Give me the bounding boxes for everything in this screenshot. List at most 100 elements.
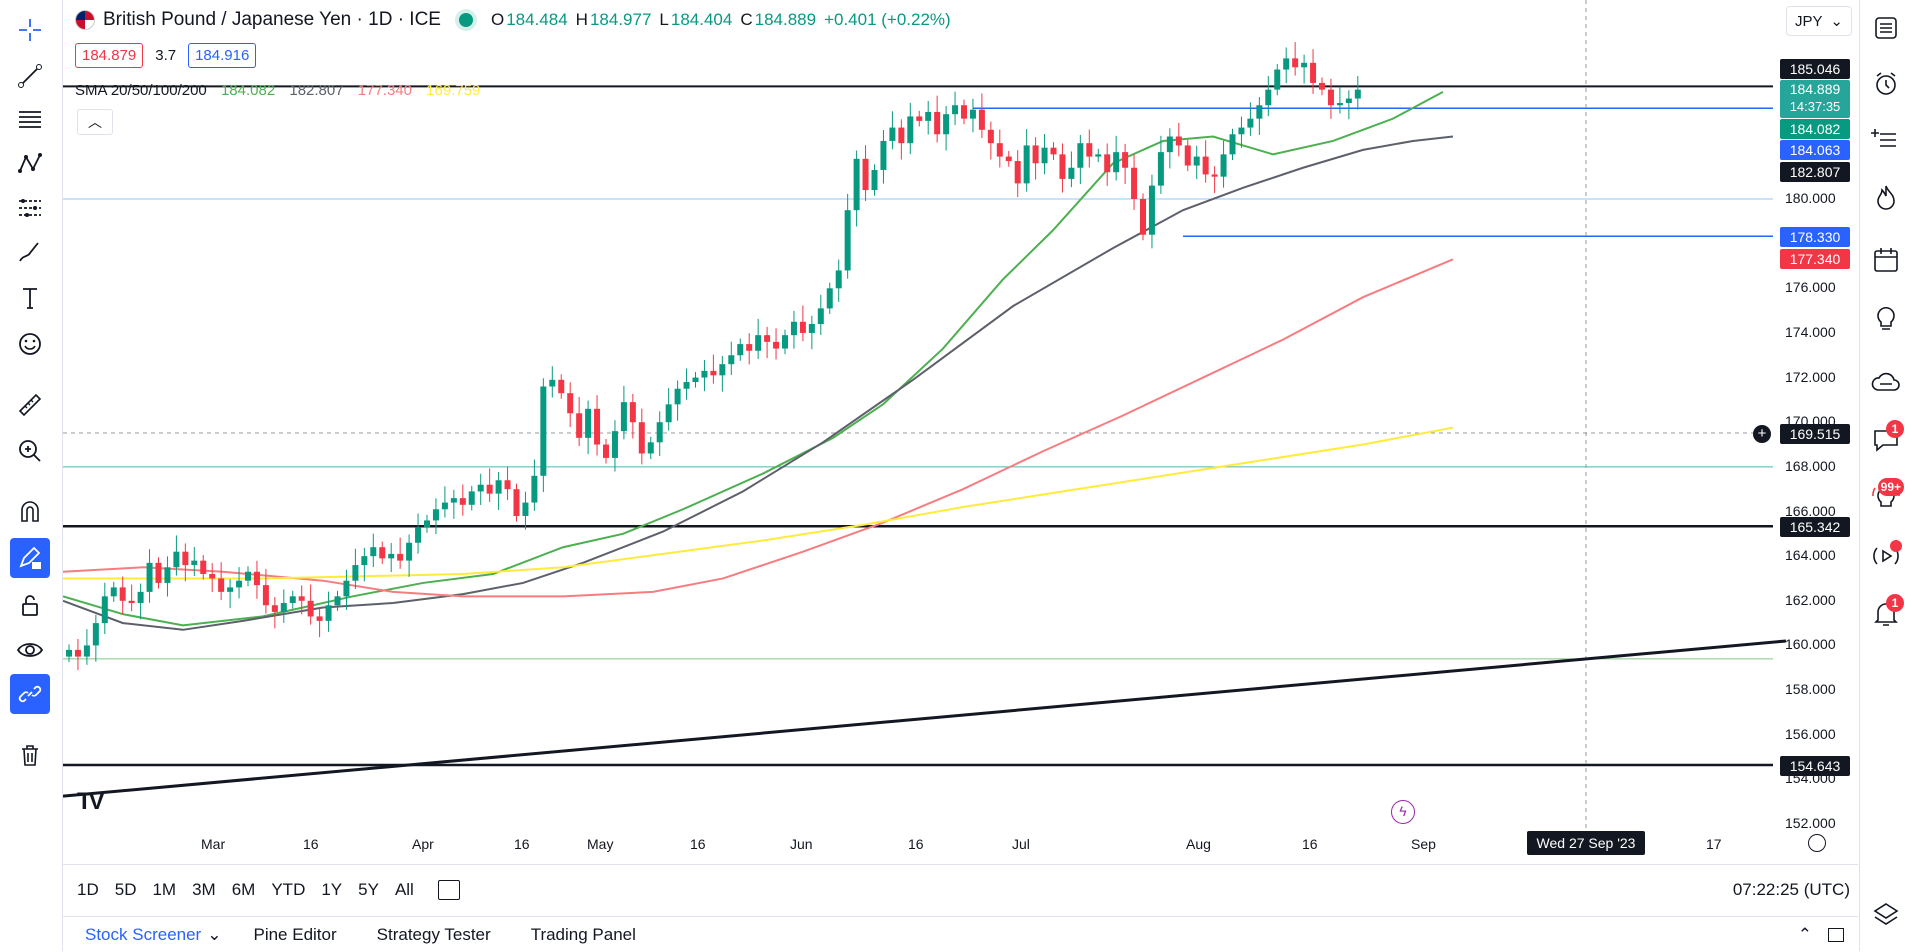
calendar-icon[interactable] — [1866, 240, 1906, 280]
time-axis-label: 16 — [514, 836, 530, 852]
candle — [388, 542, 395, 572]
add-alert-icon[interactable]: + — [1753, 425, 1771, 443]
candle — [1148, 174, 1155, 249]
candle-body — [764, 335, 771, 342]
tab-stock-screener[interactable]: Stock Screener — [85, 924, 202, 944]
symbol-title[interactable]: British Pound / Japanese Yen · 1D · ICE — [103, 9, 441, 30]
candle — [128, 584, 135, 612]
spread-value: 3.7 — [155, 47, 177, 64]
notifications-bell-icon[interactable]: 1 — [1866, 594, 1906, 634]
candle — [137, 583, 144, 620]
range-all[interactable]: All — [394, 880, 414, 899]
candle — [898, 119, 905, 160]
candle-body — [128, 600, 135, 604]
crosshair-date-tag: Wed 27 Sep '23 — [1527, 831, 1645, 855]
tab-strategy-tester[interactable]: Strategy Tester — [376, 924, 491, 944]
candle — [987, 121, 994, 160]
fib-retracement-icon[interactable] — [10, 100, 50, 140]
alarm-clock-icon[interactable] — [1866, 64, 1906, 104]
trend-line-icon[interactable] — [10, 56, 50, 96]
candle-body — [996, 143, 1003, 157]
chat-icon[interactable]: 1 — [1866, 420, 1906, 460]
candle-body — [459, 498, 466, 505]
candle — [1238, 116, 1245, 148]
range-1m[interactable]: 1M — [152, 880, 177, 899]
candle — [173, 535, 180, 576]
crosshair-icon[interactable] — [10, 10, 50, 50]
candle-body — [280, 603, 287, 612]
range-ytd[interactable]: YTD — [271, 880, 306, 899]
candle-body — [1274, 69, 1281, 90]
chart-area[interactable]: British Pound / Japanese Yen · 1D · ICE … — [63, 0, 1858, 864]
range-5d[interactable]: 5D — [114, 880, 137, 899]
brush-icon[interactable] — [10, 232, 50, 272]
go-to-date-icon[interactable] — [437, 880, 460, 900]
range-1d[interactable]: 1D — [77, 880, 99, 899]
tab-pine-editor[interactable]: Pine Editor — [253, 924, 337, 944]
price-chart[interactable] — [63, 0, 1858, 864]
sma-label: SMA 20/50/100/200 — [75, 82, 207, 99]
collapse-panel-icon[interactable]: ⌃ — [1797, 924, 1812, 944]
stay-in-drawing-mode-icon[interactable] — [10, 538, 50, 578]
eye-icon[interactable] — [10, 630, 50, 670]
streams-dot — [1890, 540, 1902, 552]
candle — [298, 585, 305, 615]
zoom-icon[interactable] — [10, 431, 50, 471]
layers-icon[interactable] — [1866, 895, 1906, 935]
candle — [1247, 102, 1254, 136]
candle — [683, 368, 690, 400]
cloud-chat-icon[interactable] — [1866, 364, 1906, 404]
sell-button[interactable]: 184.879 — [75, 43, 144, 68]
candle — [1175, 122, 1182, 157]
alerts-badge: 1 — [1886, 594, 1904, 612]
candle — [289, 590, 296, 609]
price-axis-label: 160.000 — [1785, 636, 1836, 653]
sma-legend[interactable]: SMA 20/50/100/200 184.082 182.807 177.34… — [75, 82, 490, 99]
candle — [638, 408, 645, 465]
maximize-panel-icon[interactable] — [1828, 927, 1844, 942]
candle-body — [835, 270, 842, 289]
tradingview-logo[interactable]: TV — [77, 788, 105, 815]
lock-icon[interactable] — [10, 585, 50, 625]
range-1y[interactable]: 1Y — [321, 880, 343, 899]
candle-body — [1148, 185, 1155, 235]
candle — [441, 486, 448, 518]
candle-body — [1319, 82, 1325, 90]
event-lightning-icon[interactable]: ϟ — [1391, 800, 1415, 824]
candle-body — [755, 335, 762, 351]
sma200-value: 169.759 — [426, 82, 481, 99]
candle-body — [629, 402, 636, 423]
candle-body — [101, 596, 108, 624]
streams-icon[interactable] — [1866, 536, 1906, 576]
magnet-icon[interactable] — [10, 492, 50, 532]
ideas-stream-icon[interactable]: 99+ — [1866, 478, 1906, 518]
horizontal-line-tag-4: 154.643 — [1780, 756, 1850, 776]
text-icon[interactable] — [10, 278, 50, 318]
add-watchlist-icon[interactable] — [1866, 120, 1906, 160]
range-3m[interactable]: 3M — [192, 880, 216, 899]
currency-select[interactable]: JPY ⌄ — [1786, 6, 1852, 36]
ideas-lightbulb-icon[interactable] — [1866, 298, 1906, 338]
candle-body — [620, 402, 627, 432]
chart-settings-icon[interactable] — [1808, 834, 1826, 852]
trash-icon[interactable] — [10, 735, 50, 775]
utc-clock[interactable]: 07:22:25 (UTC) — [1732, 880, 1850, 899]
watchlist-icon[interactable] — [1866, 8, 1906, 48]
candle — [665, 388, 672, 431]
candle — [773, 328, 780, 360]
emoji-icon[interactable] — [10, 324, 50, 364]
prediction-icon[interactable] — [10, 188, 50, 228]
chevron-down-icon[interactable]: ⌄ — [207, 924, 222, 944]
candle — [245, 566, 251, 587]
collapse-legend-button[interactable]: ︿ — [77, 109, 113, 135]
buy-button[interactable]: 184.916 — [188, 43, 257, 68]
range-5y[interactable]: 5Y — [358, 880, 379, 899]
pattern-icon[interactable] — [10, 144, 50, 184]
range-6m[interactable]: 6M — [231, 880, 256, 899]
link-icon[interactable] — [10, 674, 50, 714]
ruler-icon[interactable] — [10, 385, 50, 425]
tab-trading-panel[interactable]: Trading Panel — [530, 924, 636, 944]
candle-body — [1247, 118, 1254, 128]
hotlists-fire-icon[interactable] — [1866, 178, 1906, 218]
price-axis-label: 164.000 — [1785, 547, 1836, 564]
